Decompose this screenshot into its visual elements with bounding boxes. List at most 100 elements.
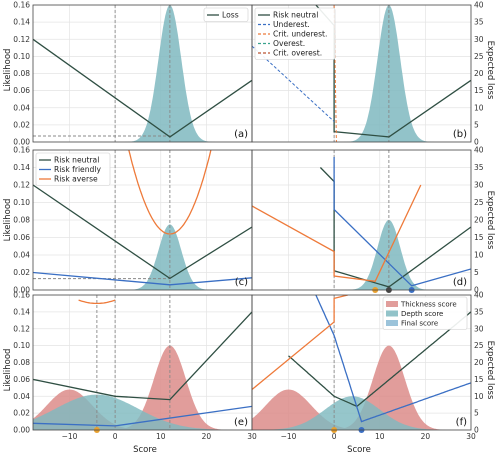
tick-label-y-left: 0.14	[13, 18, 30, 27]
tick-label-y-left: 0.12	[13, 35, 30, 44]
legend-label: Crit. underest.	[273, 30, 327, 39]
panel-b: 0 5 10 15 20 25 30 35 40 (b) Risk neutralUnderest.…	[251, 1, 484, 147]
tick-label-y-right: 20	[474, 358, 484, 367]
tick-label-y-left: 0.12	[13, 324, 30, 333]
legend-box	[382, 296, 468, 330]
legend-label: Thickness score	[400, 301, 457, 309]
x-axis-label-right: Score	[347, 445, 371, 455]
tick-label-y-right: 10	[474, 103, 484, 112]
legend-swatch	[386, 301, 398, 307]
panel-e: 0.00 0.02 0.04 0.06 0.08 0.10 0.12 0.14 0.16 −10 0…	[13, 291, 257, 442]
panel-frame	[251, 149, 472, 291]
legend-label: Final score	[401, 320, 438, 328]
tick-label-y-right: 25	[474, 198, 484, 207]
loss-curve-risk-averse	[128, 150, 212, 235]
y-axis-label-right-bottom: Expected loss	[485, 341, 495, 400]
tick-label-y-left: 0.16	[13, 291, 30, 300]
tick-label-y-left: 0.04	[13, 392, 30, 401]
legend-label: Risk averse	[54, 175, 98, 184]
tick-label-y-right: 5	[474, 120, 479, 129]
y-axis-label-left-top: Likelihood	[3, 49, 13, 92]
depth-score-area	[252, 396, 471, 430]
loss-curve-risk-friendly	[315, 295, 471, 423]
tick-label-x: 20	[202, 432, 212, 441]
tick-label-y-right: 40	[474, 146, 484, 155]
tick-label-y-right: 25	[474, 341, 484, 350]
tick-label-x: 0	[113, 432, 118, 441]
tick-label-x: 10	[156, 432, 166, 441]
y-axis-label-left-mid: Likelihood	[3, 199, 13, 242]
panel-label: (e)	[234, 417, 248, 428]
panel-c: 0.00 0.02 0.04 0.06 0.08 0.10 0.12 0.14 0.16 (c) R…	[13, 146, 253, 295]
legend-box	[254, 7, 336, 60]
legend-swatch	[386, 320, 398, 326]
legend-swatch	[386, 310, 398, 317]
tick-label-y-right: 25	[474, 52, 484, 61]
tick-label-y-right: 15	[474, 375, 484, 384]
loss-curve-risk-friendly	[333, 157, 471, 287]
tick-label-y-left: 0.12	[13, 181, 30, 190]
panel-d: 0 5 10 15 20 25 30 35 40 (d)	[251, 146, 484, 295]
plot-area	[252, 150, 471, 290]
tick-label-y-left: 0.00	[13, 138, 30, 147]
tick-label-y-right: 5	[474, 268, 479, 277]
panel-label: (f)	[456, 417, 467, 428]
legend-label: Crit. overest.	[273, 49, 322, 58]
tick-label-y-left: 0.08	[13, 358, 30, 367]
tick-label-y-left: 0.06	[13, 86, 30, 95]
legend-label: Depth score	[401, 310, 443, 318]
tick-label-y-left: 0.06	[13, 375, 30, 384]
tick-label-y-left: 0.10	[13, 52, 30, 61]
legend-label: Loss	[222, 11, 239, 20]
tick-label-y-left: 0.04	[13, 103, 30, 112]
tick-label-y-right: 20	[474, 216, 484, 225]
loss-curve-risk-neutral	[33, 184, 252, 280]
legend-box	[203, 7, 249, 22]
legend-label: Overest.	[273, 39, 305, 48]
tick-label-x: 30	[247, 432, 257, 441]
x-axis-label-left: Score	[133, 445, 157, 455]
tick-label-x: −10	[281, 432, 297, 441]
loss-curve-risk-averse	[252, 184, 422, 283]
tick-label-y-right: 15	[474, 233, 484, 242]
labels-layer: Likelihood Likelihood Likelihood Expecte…	[3, 41, 495, 455]
tick-label-y-right: 0	[474, 286, 479, 295]
panel-label: (a)	[234, 129, 248, 140]
legend-label: Risk neutral	[54, 156, 99, 165]
tick-label-y-right: 15	[474, 86, 484, 95]
tick-label-y-left: 0.14	[13, 163, 30, 172]
tick-label-y-left: 0.10	[13, 198, 30, 207]
tick-label-y-left: 0.02	[13, 268, 30, 277]
loss-curve-risk-neutral	[288, 311, 471, 408]
tick-label-y-left: 0.16	[13, 1, 30, 10]
tick-label-y-right: 10	[474, 392, 484, 401]
tick-label-y-right: 30	[474, 181, 484, 190]
y-axis-label-right-top: Expected loss	[485, 41, 495, 100]
tick-label-y-left: 0.08	[13, 216, 30, 225]
loss-curve-loss	[33, 38, 252, 138]
tick-label-x: 30	[466, 432, 476, 441]
tick-label-y-left: 0.14	[13, 307, 30, 316]
tick-label-y-right: 35	[474, 18, 484, 27]
legend-label: Risk friendly	[54, 165, 101, 174]
legend-box	[35, 152, 111, 186]
loss-curve-risk-friendly	[33, 405, 252, 427]
tick-label-x: 10	[375, 432, 385, 441]
tick-label-y-right: 30	[474, 35, 484, 44]
tick-label-y-right: 35	[474, 307, 484, 316]
panel-frame	[251, 294, 472, 431]
depth-score-area	[33, 394, 252, 430]
tick-label-y-left: 0.02	[13, 409, 30, 418]
panel-f: 0 5 10 15 20 25 30 35 40 −10 0 10 20 30 (f) Thickness s…	[251, 291, 484, 441]
loss-curve-risk-neutral	[33, 311, 252, 401]
tick-label-y-left: 0.08	[13, 69, 30, 78]
tick-label-y-right: 40	[474, 1, 484, 10]
tick-label-y-left: 0.06	[13, 233, 30, 242]
tick-label-x: 0	[332, 432, 337, 441]
panels-layer: 0.00 0.02 0.04 0.06 0.08 0.10 0.12 0.14 0.16 (a) L…	[13, 1, 483, 442]
tick-label-y-right: 5	[474, 409, 479, 418]
plot-area	[33, 295, 252, 430]
loss-curve-risk-averse	[78, 299, 116, 305]
tick-label-x: −10	[62, 432, 78, 441]
